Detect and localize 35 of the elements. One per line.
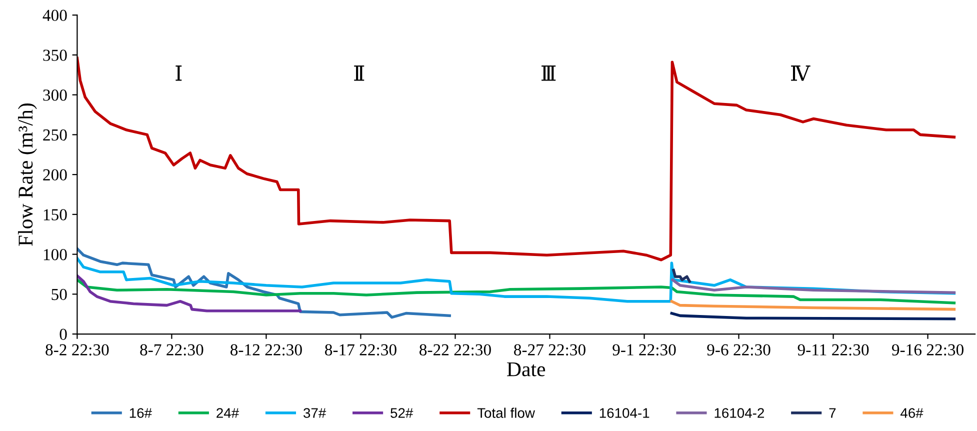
- annotation: Ⅱ: [354, 66, 364, 81]
- x-tick-label: 8-22 22:30: [420, 344, 491, 356]
- y-tick-label: 50: [52, 288, 67, 300]
- x-tick-label: 9-16 22:30: [892, 344, 964, 356]
- legend-label: Total flow: [477, 408, 536, 418]
- y-tick-label: 200: [43, 169, 67, 180]
- x-tick-label: 8-17 22:30: [325, 344, 396, 356]
- x-tick-label: 8-12 22:30: [230, 344, 302, 356]
- y-tick-label: 150: [44, 209, 67, 220]
- y-tick-label: 250: [43, 129, 67, 141]
- legend-label: 16#: [130, 408, 152, 418]
- x-tick-label: 8-2 22:30: [46, 344, 109, 356]
- y-axis-title: Flow Rate (m³/h): [18, 103, 37, 246]
- x-tick-label: 8-7 22:30: [140, 344, 204, 356]
- x-tick-label: 9-1 22:30: [612, 344, 676, 356]
- x-axis-title: Date: [507, 362, 546, 376]
- legend-label: 16104-1: [600, 408, 650, 418]
- legend-label: 52#: [390, 408, 414, 418]
- y-tick-label: 300: [43, 90, 67, 101]
- x-tick-label: 8-27 22:30: [514, 344, 586, 356]
- annotation: Ⅳ: [791, 66, 810, 81]
- legend-label: 16104-2: [714, 408, 764, 418]
- x-tick-label: 9-6 22:30: [707, 344, 770, 356]
- y-tick-label: 0: [60, 328, 67, 340]
- y-tick-label: 100: [44, 248, 67, 260]
- legend-label: 24#: [216, 408, 240, 418]
- y-tick-label: 350: [43, 50, 67, 61]
- legend-label: 7: [829, 408, 836, 418]
- legend-label: 37#: [303, 408, 326, 418]
- y-tick-label: 400: [42, 10, 67, 22]
- annotation: Ⅲ: [542, 66, 556, 81]
- x-tick-label: 9-11 22:30: [798, 344, 869, 356]
- line-series: [672, 268, 691, 283]
- annotation: Ⅰ: [176, 66, 182, 81]
- legend-label: 46#: [900, 408, 924, 418]
